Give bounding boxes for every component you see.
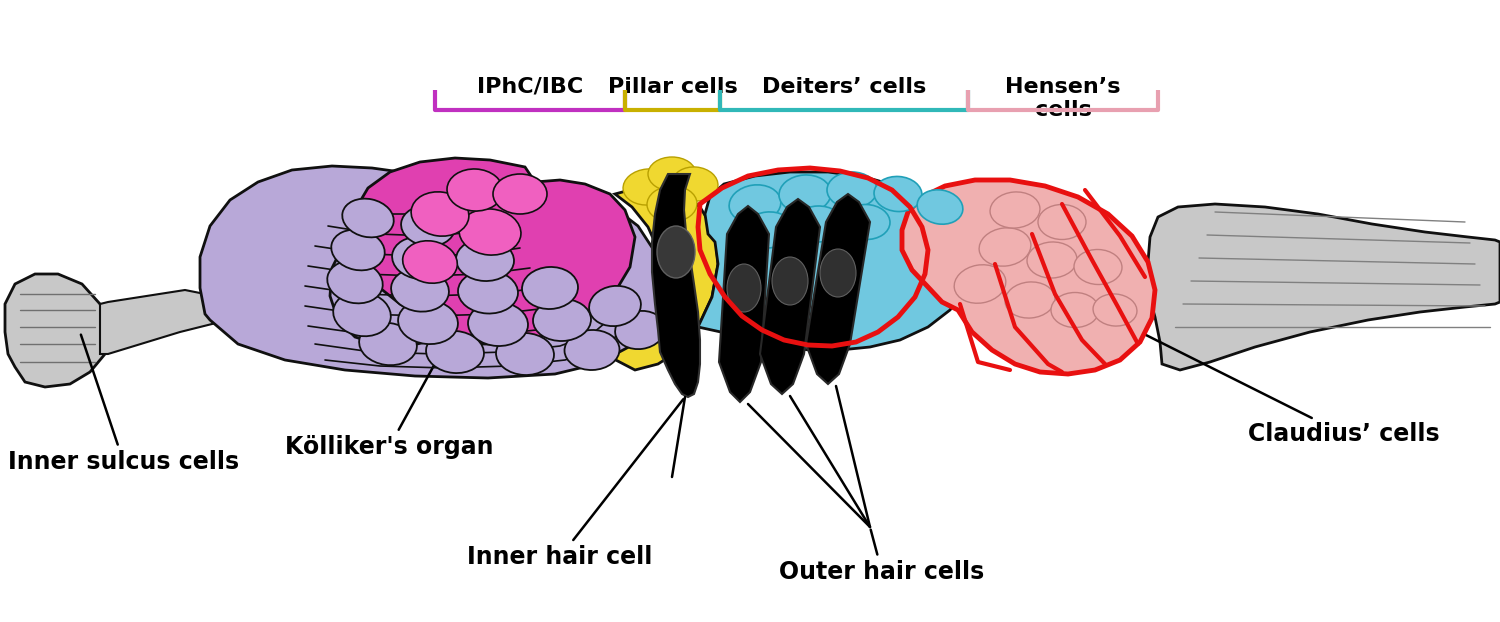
Text: Claudius’ cells: Claudius’ cells — [1102, 313, 1440, 446]
Ellipse shape — [874, 177, 922, 211]
Polygon shape — [100, 290, 230, 354]
Ellipse shape — [456, 239, 514, 281]
Polygon shape — [350, 158, 634, 344]
Ellipse shape — [657, 226, 694, 278]
Ellipse shape — [980, 228, 1030, 266]
Polygon shape — [718, 206, 770, 402]
Ellipse shape — [332, 230, 384, 271]
Ellipse shape — [392, 237, 448, 279]
Ellipse shape — [590, 286, 640, 326]
Polygon shape — [806, 194, 870, 384]
Text: Pillar cells: Pillar cells — [608, 77, 738, 97]
Ellipse shape — [778, 175, 831, 213]
Ellipse shape — [821, 249, 856, 297]
Ellipse shape — [615, 311, 664, 349]
Ellipse shape — [842, 205, 890, 239]
Ellipse shape — [468, 302, 528, 346]
Ellipse shape — [458, 271, 518, 313]
Text: Deiters’ cells: Deiters’ cells — [762, 77, 926, 97]
Ellipse shape — [459, 209, 520, 255]
Ellipse shape — [772, 257, 808, 305]
Polygon shape — [698, 172, 970, 350]
Ellipse shape — [1094, 294, 1137, 326]
Polygon shape — [760, 199, 820, 394]
Ellipse shape — [827, 172, 878, 208]
Ellipse shape — [728, 264, 760, 312]
Ellipse shape — [402, 241, 457, 283]
Polygon shape — [652, 174, 700, 397]
Ellipse shape — [742, 212, 794, 248]
Ellipse shape — [426, 331, 484, 373]
Ellipse shape — [522, 267, 578, 309]
Text: Outer hair cells: Outer hair cells — [780, 530, 984, 584]
Ellipse shape — [447, 169, 503, 211]
Polygon shape — [200, 166, 662, 378]
Ellipse shape — [358, 323, 417, 365]
Ellipse shape — [564, 330, 620, 370]
Ellipse shape — [398, 300, 458, 344]
Ellipse shape — [916, 190, 963, 224]
Ellipse shape — [954, 265, 1006, 304]
Text: Inner hair cell: Inner hair cell — [468, 399, 684, 569]
Polygon shape — [4, 274, 108, 387]
Text: Hensen’s
cells: Hensen’s cells — [1005, 77, 1120, 120]
Ellipse shape — [1038, 205, 1086, 239]
Ellipse shape — [729, 185, 782, 223]
Ellipse shape — [496, 333, 554, 375]
Ellipse shape — [532, 299, 591, 341]
Ellipse shape — [400, 206, 454, 246]
Polygon shape — [610, 182, 718, 370]
Polygon shape — [902, 180, 1155, 374]
Ellipse shape — [622, 169, 674, 205]
Ellipse shape — [392, 268, 448, 312]
Ellipse shape — [672, 167, 718, 201]
Ellipse shape — [1052, 292, 1100, 328]
Ellipse shape — [333, 292, 392, 337]
Polygon shape — [1148, 204, 1500, 370]
Ellipse shape — [494, 174, 548, 214]
Ellipse shape — [327, 261, 382, 304]
Text: Kölliker's organ: Kölliker's organ — [285, 330, 494, 459]
Ellipse shape — [648, 157, 696, 191]
Ellipse shape — [1074, 249, 1122, 284]
Text: IPhC/IBC: IPhC/IBC — [477, 77, 584, 97]
Ellipse shape — [1005, 282, 1054, 318]
Ellipse shape — [1028, 242, 1077, 278]
Ellipse shape — [411, 192, 470, 236]
Ellipse shape — [794, 206, 843, 242]
Text: Inner sulcus cells: Inner sulcus cells — [8, 335, 238, 474]
Ellipse shape — [990, 192, 1039, 228]
Ellipse shape — [342, 198, 393, 238]
Ellipse shape — [646, 186, 698, 222]
